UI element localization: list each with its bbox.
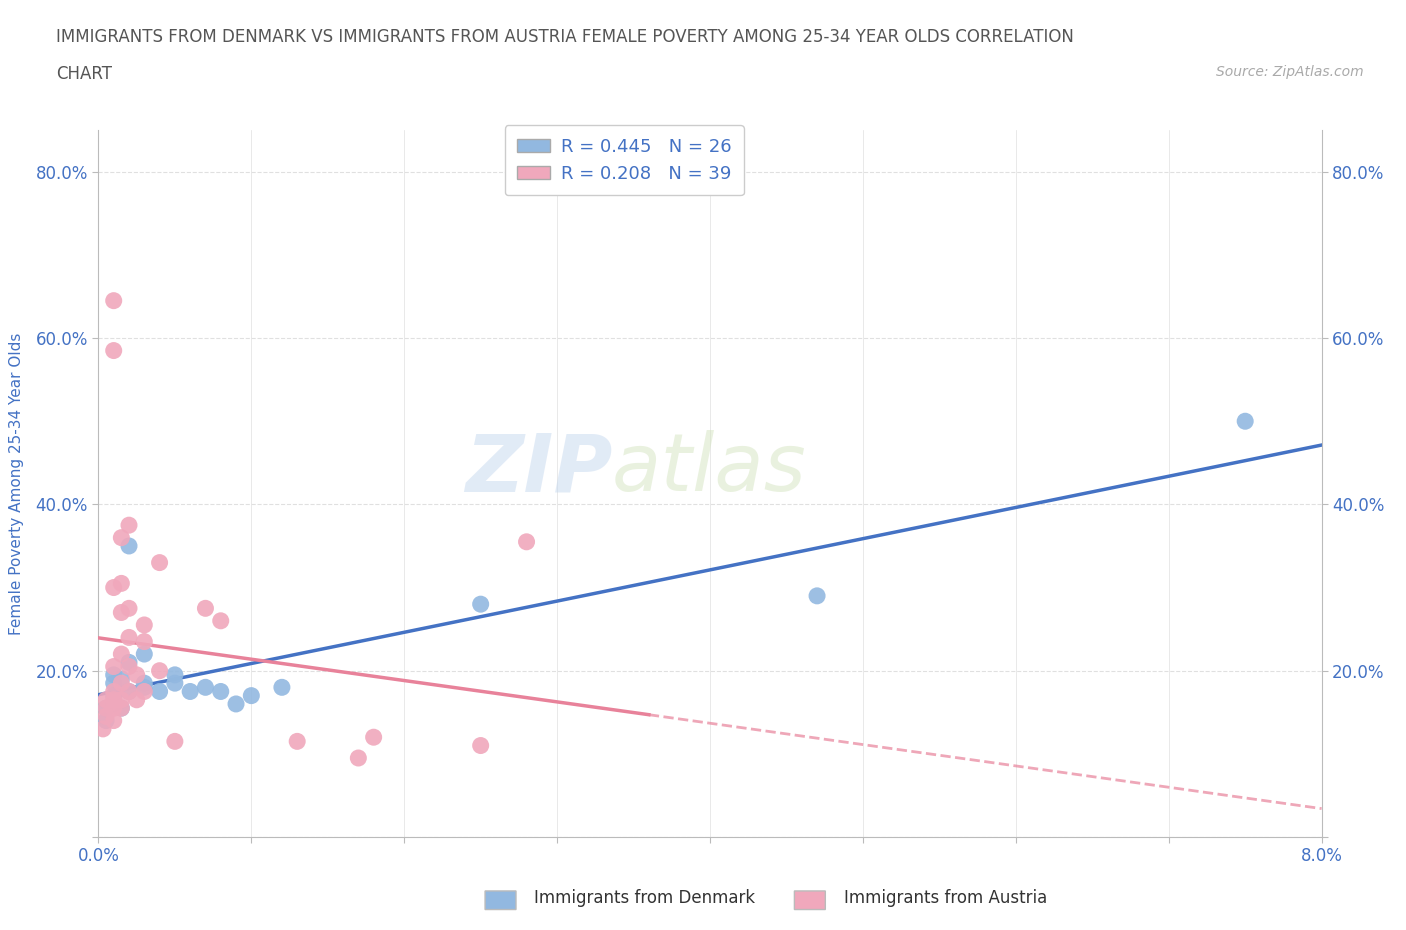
- Point: [94, 713, 117, 728]
- Point: [110, 700, 132, 715]
- Point: [125, 668, 148, 683]
- Text: Immigrants from Austria: Immigrants from Austria: [844, 889, 1047, 907]
- Point: [118, 538, 141, 553]
- Text: Immigrants from Denmark: Immigrants from Denmark: [534, 889, 755, 907]
- Point: [194, 601, 217, 616]
- Point: [363, 730, 385, 745]
- Point: [110, 605, 132, 620]
- Text: CHART: CHART: [56, 65, 112, 83]
- Point: [118, 518, 141, 533]
- Text: Source: ZipAtlas.com: Source: ZipAtlas.com: [1216, 65, 1364, 79]
- Point: [194, 680, 217, 695]
- Point: [134, 684, 156, 699]
- Legend: R = 0.445   N = 26, R = 0.208   N = 39: R = 0.445 N = 26, R = 0.208 N = 39: [505, 126, 744, 195]
- Point: [103, 676, 125, 691]
- Point: [110, 530, 132, 545]
- Point: [134, 634, 156, 649]
- Point: [110, 646, 132, 661]
- Point: [163, 668, 186, 683]
- Point: [209, 684, 232, 699]
- Point: [94, 692, 117, 707]
- Point: [149, 663, 172, 678]
- Point: [118, 655, 141, 670]
- Point: [209, 614, 232, 629]
- Point: [163, 734, 186, 749]
- Text: IMMIGRANTS FROM DENMARK VS IMMIGRANTS FROM AUSTRIA FEMALE POVERTY AMONG 25-34 YE: IMMIGRANTS FROM DENMARK VS IMMIGRANTS FR…: [56, 28, 1074, 46]
- Y-axis label: Female Poverty Among 25-34 Year Olds: Female Poverty Among 25-34 Year Olds: [10, 332, 24, 635]
- Point: [103, 684, 125, 699]
- Point: [94, 700, 117, 715]
- Point: [103, 293, 125, 308]
- Point: [103, 659, 125, 674]
- Point: [806, 589, 828, 604]
- Point: [103, 700, 125, 715]
- Point: [285, 734, 308, 749]
- Point: [103, 697, 125, 711]
- Point: [149, 684, 172, 699]
- Point: [125, 692, 148, 707]
- Point: [110, 676, 132, 691]
- Point: [225, 697, 247, 711]
- Point: [179, 684, 201, 699]
- Point: [110, 692, 132, 707]
- Point: [103, 580, 125, 595]
- Point: [134, 646, 156, 661]
- Point: [103, 692, 125, 707]
- Point: [118, 684, 141, 699]
- Point: [103, 668, 125, 683]
- Point: [103, 713, 125, 728]
- Point: [270, 680, 294, 695]
- Point: [110, 700, 132, 715]
- Point: [118, 659, 141, 674]
- Point: [134, 676, 156, 691]
- Point: [103, 688, 125, 703]
- Point: [118, 684, 141, 699]
- Point: [134, 618, 156, 632]
- Point: [91, 722, 114, 737]
- Point: [94, 700, 117, 715]
- Point: [470, 738, 492, 753]
- Point: [118, 601, 141, 616]
- Text: atlas: atlas: [612, 431, 807, 509]
- Point: [347, 751, 370, 765]
- Point: [516, 535, 538, 550]
- Point: [1234, 414, 1257, 429]
- Point: [134, 680, 156, 695]
- Point: [110, 671, 132, 686]
- Point: [470, 597, 492, 612]
- Point: [118, 630, 141, 644]
- Point: [240, 688, 263, 703]
- Point: [110, 576, 132, 591]
- Text: ZIP: ZIP: [465, 431, 612, 509]
- Point: [163, 676, 186, 691]
- Point: [94, 709, 117, 724]
- Point: [103, 343, 125, 358]
- Point: [149, 555, 172, 570]
